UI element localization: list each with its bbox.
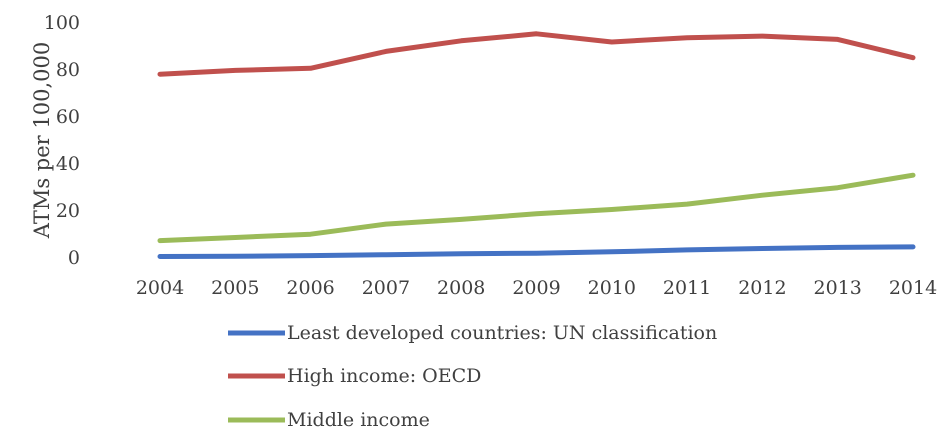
- y-tick-label: 60: [56, 106, 80, 128]
- x-tick-label: 2006: [286, 277, 334, 299]
- x-tick-label: 2013: [814, 277, 862, 299]
- y-tick-label: 40: [56, 153, 80, 175]
- legend: Least developed countries: UN classifica…: [228, 322, 717, 431]
- y-axis-title: ATMs per 100,000: [30, 42, 54, 239]
- y-tick-label: 20: [56, 200, 80, 222]
- x-tick-label: 2004: [136, 277, 184, 299]
- legend-label: Middle income: [287, 409, 430, 431]
- x-tick-label: 2010: [588, 277, 636, 299]
- x-tick-label: 2014: [889, 277, 937, 299]
- series-lines: [157, 31, 916, 259]
- x-tick-label: 2008: [437, 277, 485, 299]
- legend-label: Least developed countries: UN classifica…: [287, 322, 717, 344]
- x-tick-label: 2011: [663, 277, 711, 299]
- series-line-2: [157, 31, 916, 77]
- x-axis-ticks: 2004 2005 2006 2007 2008 2009 2010 2011 2012 2013…: [136, 277, 937, 299]
- x-tick-label: 2012: [738, 277, 786, 299]
- y-tick-label: 0: [68, 247, 80, 269]
- y-axis-ticks: 0 20 40 60 80 100: [44, 12, 80, 269]
- series-line-1: [157, 244, 916, 259]
- y-tick-label: 100: [44, 12, 80, 34]
- x-tick-label: 2005: [211, 277, 259, 299]
- x-tick-label: 2007: [362, 277, 410, 299]
- y-tick-label: 80: [56, 59, 80, 81]
- legend-label: High income: OECD: [287, 365, 481, 387]
- x-tick-label: 2009: [512, 277, 560, 299]
- series-line-3: [157, 172, 916, 244]
